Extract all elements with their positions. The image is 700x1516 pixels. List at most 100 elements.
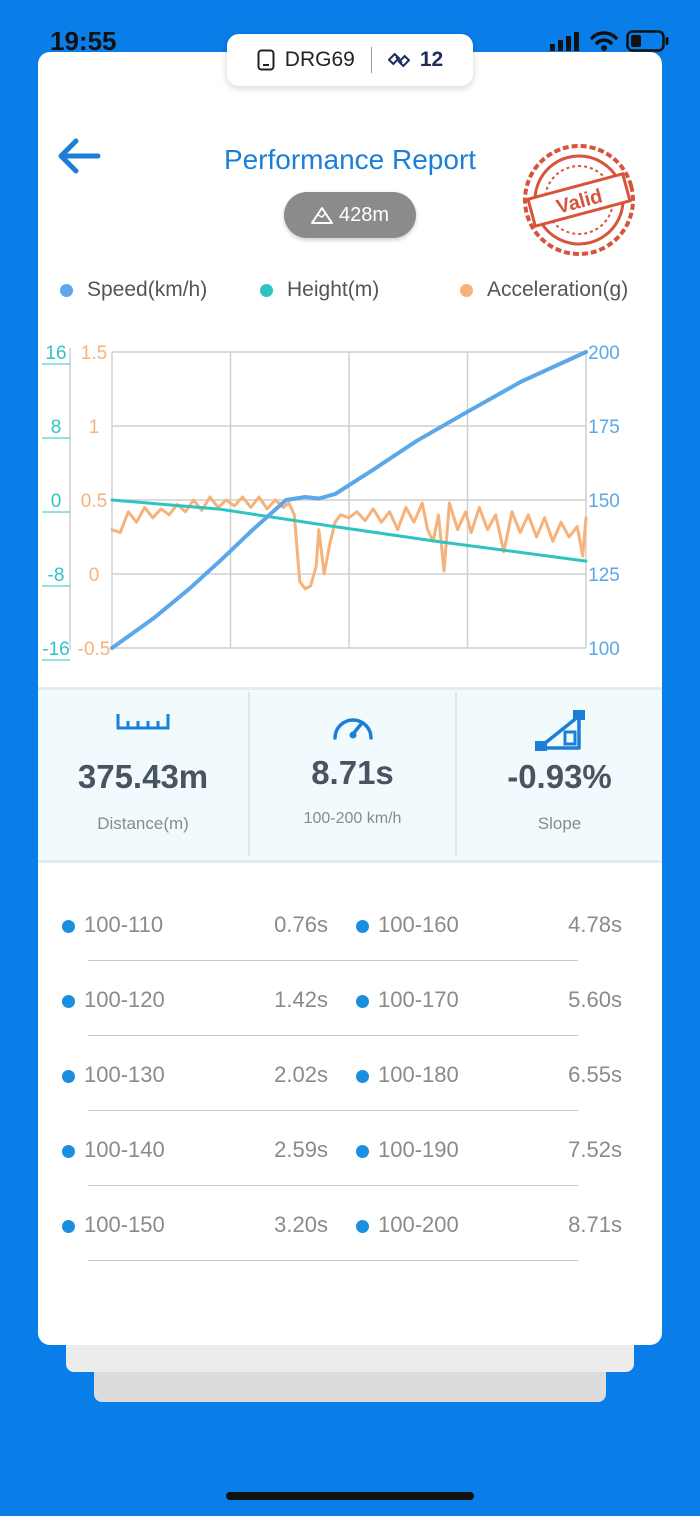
legend-item-height[interactable]: Height(m) [260,278,379,302]
split-divider [88,960,578,961]
series-line-speed [110,350,588,650]
device-status-pill[interactable]: DRG69 12 [227,34,473,86]
wifi-icon [590,31,618,51]
legend-item-acceleration[interactable]: Acceleration(g) [460,278,628,302]
mountain-icon [310,207,333,224]
split-range: 100-200 [378,1212,459,1237]
split-row: 100-110 0.76s 100-160 4.78s [38,890,662,965]
status-time: 19:55 [50,26,117,56]
split-time: 6.55s [568,1062,622,1087]
split-dot [62,1220,75,1233]
home-indicator[interactable] [226,1492,474,1500]
height-tick-label: 0 [51,491,62,512]
stat-label: 100-200 km/h [303,810,402,827]
split-item: 100-190 7.52s [356,1137,622,1167]
height-tick-label: 16 [45,343,66,364]
split-item: 100-160 4.78s [356,912,622,942]
split-item: 100-200 8.71s [356,1212,622,1242]
acceleration-tick-label: 0 [89,565,100,586]
split-item: 100-150 3.20s [62,1212,328,1242]
acceleration-tick-label: 1.5 [81,343,107,364]
split-dot [356,920,369,933]
series-line-height [110,498,588,563]
legend-item-speed[interactable]: Speed(km/h) [60,278,207,302]
split-row: 100-130 2.02s 100-180 6.55s [38,1040,662,1115]
split-item: 100-170 5.60s [356,987,622,1017]
device-icon [257,49,275,71]
device-name: DRG69 [284,48,355,71]
split-dot [356,1145,369,1158]
back-arrow-icon[interactable] [54,136,106,176]
speed-tick-label: 150 [588,491,620,512]
split-divider [88,1260,578,1261]
split-range: 100-180 [378,1062,459,1087]
split-time: 4.78s [568,912,622,937]
speed-tick-label: 200 [588,343,620,364]
split-divider [88,1035,578,1036]
split-dot [356,1070,369,1083]
page-title: Performance Report [223,144,477,175]
split-item: 100-110 0.76s [62,912,328,942]
speed-tick-label: 100 [588,639,620,660]
chart-legend: Speed(km/h) Height(m) Acceleration(g) [38,278,662,306]
split-range: 100-150 [84,1212,165,1237]
split-time: 2.02s [274,1062,328,1087]
stat-slope: -0.93% Slope [457,690,662,856]
legend-dot [60,283,73,297]
speed-tick-label: 175 [588,417,620,438]
performance-report-card: Performance Report Valid 428m Speed(km/h… [38,52,662,1345]
split-time: 1.42s [274,987,328,1012]
split-row: 100-120 1.42s 100-170 5.60s [38,965,662,1040]
acceleration-tick-label: 0.5 [81,491,107,512]
split-item: 100-180 6.55s [356,1062,622,1092]
stat-label: Slope [537,814,582,833]
pill-divider [370,47,372,73]
legend-label: Speed(km/h) [87,278,208,301]
split-time: 8.71s [568,1212,622,1237]
speed-tick-label: 125 [588,565,620,586]
split-range: 100-190 [378,1137,459,1162]
height-tick-label: 8 [51,417,62,438]
height-tick-label: -16 [42,639,69,660]
altitude-value: 428m [338,203,390,226]
legend-dot [460,283,473,297]
satellite-count: 12 [419,48,444,71]
split-row: 100-140 2.59s 100-190 7.52s [38,1115,662,1190]
status-icons [550,30,670,52]
height-tick-label: -8 [48,565,65,586]
legend-label: Height(m) [287,278,380,301]
legend-dot [260,283,273,297]
split-range: 100-110 [84,912,164,937]
split-divider [88,1110,578,1111]
acceleration-tick-label: 1 [89,417,100,438]
split-time: 5.60s [568,987,622,1012]
split-dot [62,1145,75,1158]
split-dot [62,1070,75,1083]
split-time: 0.76s [274,912,328,937]
altitude-badge: 428m [284,192,416,238]
stat-value: 375.43m [77,758,209,795]
split-dot [62,920,75,933]
split-item: 100-120 1.42s [62,987,328,1017]
stat-value: 8.71s [311,754,394,791]
split-item: 100-140 2.59s [62,1137,328,1167]
cellular-signal-icon [550,32,579,51]
stat-divider [248,692,250,856]
split-divider [88,1185,578,1186]
split-time: 3.20s [274,1212,328,1237]
split-dot [62,995,75,1008]
speedometer-icon [332,718,373,740]
split-row: 100-150 3.20s 100-200 8.71s [38,1190,662,1265]
legend-label: Acceleration(g) [487,278,629,301]
valid-stamp: Valid [523,144,635,256]
stat-distance: 375.43m Distance(m) [38,690,248,856]
stat-divider [455,692,457,856]
split-range: 100-160 [378,912,459,937]
split-range: 100-170 [378,987,459,1012]
slope-icon [534,710,585,751]
stat-value: -0.93% [507,758,612,795]
acceleration-tick-label: -0.5 [78,639,111,660]
split-dot [356,1220,369,1233]
summary-stats: 375.43m Distance(m) 8.71s 100-200 km/h -… [38,687,662,863]
split-item: 100-130 2.02s [62,1062,328,1092]
